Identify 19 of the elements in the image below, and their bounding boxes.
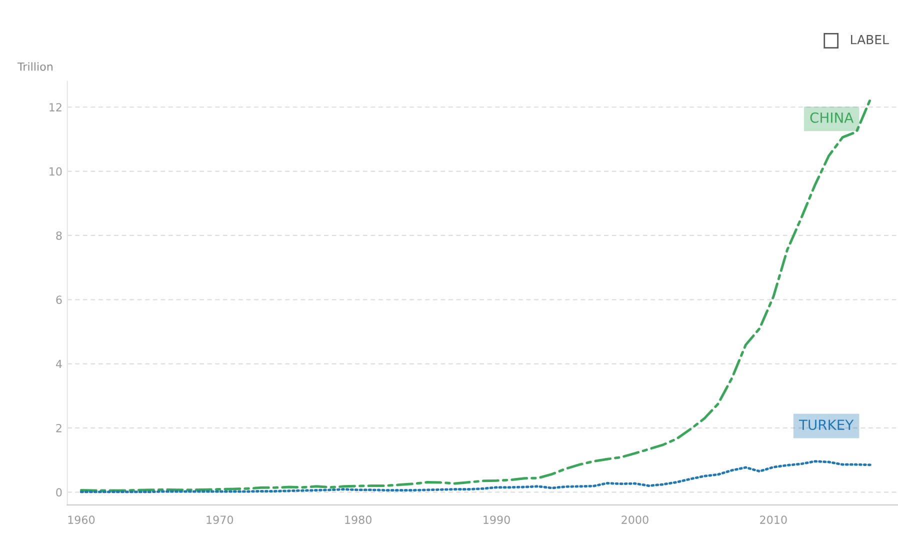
x-tick-label: 2010 [760,516,787,524]
text: TURKEY [798,420,854,430]
y-tick-label: 8 [56,231,62,240]
x-tick-label: 2000 [622,516,648,524]
y-axis-title: Trillion [17,62,52,71]
line-series [80,460,872,494]
x-tick-label: 1960 [68,516,95,524]
line-series [80,98,872,492]
y-tick-label: 10 [50,167,62,176]
series-label: CHINA [810,112,854,123]
x-tick-label: 1980 [345,516,372,524]
y-tick-label: 2 [56,424,62,432]
y-tick-label: 0 [56,488,62,497]
y-tick-label: 4 [56,360,62,368]
x-tick-label: 1990 [484,516,510,524]
y-tick-label: 12 [50,103,62,112]
x-tick-label: 1970 [206,516,234,524]
y-tick-label: 6 [56,296,62,304]
text: LABEL [851,35,889,44]
